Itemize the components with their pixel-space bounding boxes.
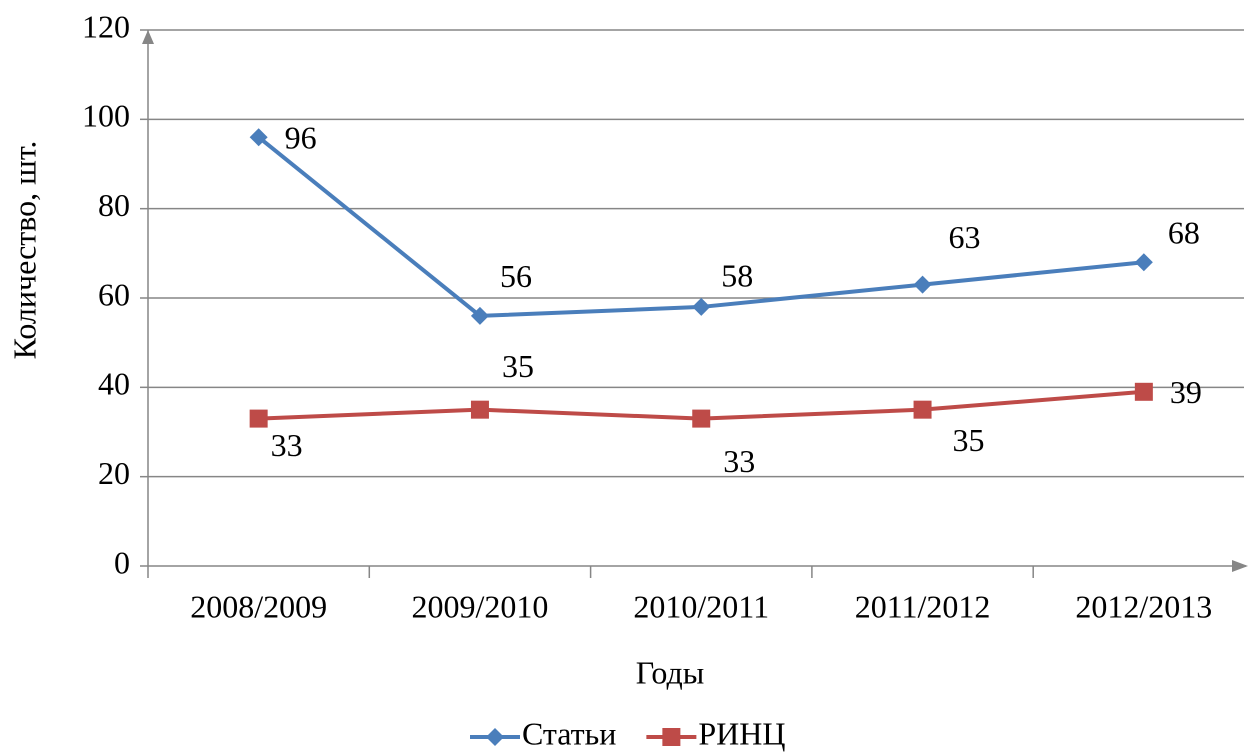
y-tick-label: 40 <box>98 366 130 402</box>
x-tick-label: 2008/2009 <box>190 588 327 624</box>
x-tick-label: 2009/2010 <box>412 588 549 624</box>
marker <box>692 297 711 316</box>
legend-label: Статьи <box>522 715 616 751</box>
y-tick-label: 20 <box>98 455 130 491</box>
marker <box>1134 382 1153 401</box>
x-tick-label: 2012/2013 <box>1075 588 1212 624</box>
y-tick-label: 60 <box>98 276 130 312</box>
data-label: 96 <box>285 120 317 156</box>
marker <box>913 275 932 294</box>
x-tick-label: 2011/2012 <box>855 588 991 624</box>
legend-marker <box>486 728 504 746</box>
legend-marker <box>662 728 681 746</box>
data-label: 35 <box>953 422 985 458</box>
marker <box>470 306 489 325</box>
marker <box>692 409 711 428</box>
data-label: 39 <box>1170 374 1202 410</box>
y-axis-arrow <box>142 30 154 44</box>
data-label: 68 <box>1168 215 1200 251</box>
data-label: 56 <box>500 258 532 294</box>
y-tick-label: 100 <box>82 98 130 134</box>
marker <box>470 400 489 419</box>
data-label: 35 <box>502 348 534 384</box>
data-label: 63 <box>949 219 981 255</box>
y-tick-label: 80 <box>98 187 130 223</box>
data-label: 33 <box>723 443 755 479</box>
data-label: 33 <box>271 427 303 463</box>
y-tick-label: 120 <box>82 8 130 44</box>
series-line <box>257 135 1145 318</box>
y-tick-label: 0 <box>114 544 130 580</box>
marker <box>249 128 268 147</box>
x-axis-arrow <box>1232 560 1248 572</box>
marker <box>913 400 932 419</box>
x-tick-label: 2010/2011 <box>633 588 769 624</box>
marker <box>1134 253 1153 272</box>
x-axis-title: Годы <box>636 654 705 690</box>
y-axis-title: Количество, шт. <box>6 141 42 360</box>
marker <box>249 409 268 428</box>
legend-label: РИНЦ <box>698 715 785 751</box>
data-label: 58 <box>721 257 753 293</box>
